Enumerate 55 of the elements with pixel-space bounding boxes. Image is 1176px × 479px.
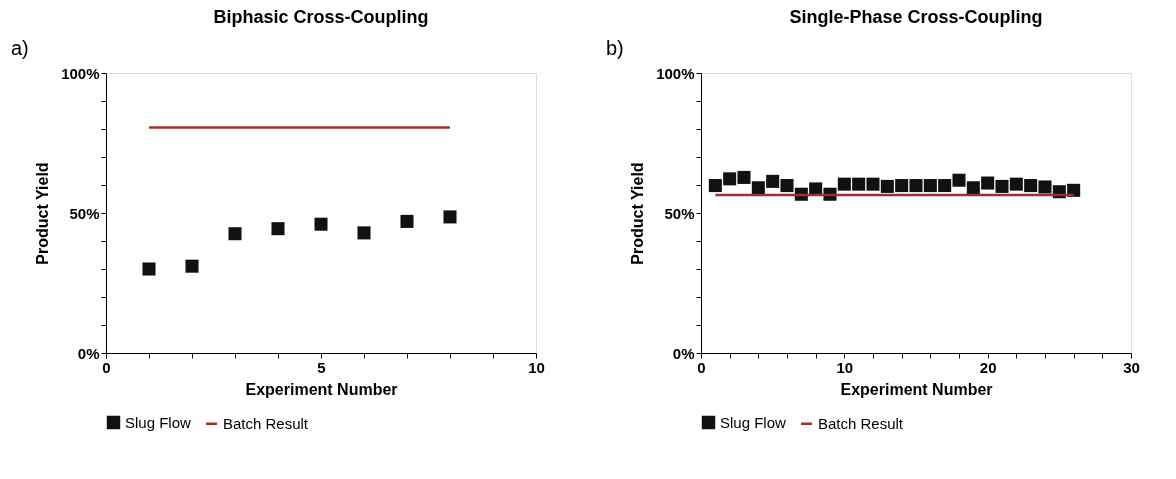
point (271, 222, 285, 236)
point (708, 179, 722, 193)
point (1009, 177, 1023, 191)
legend-label: Slug Flow (125, 413, 192, 431)
point (966, 181, 980, 195)
point (866, 177, 880, 191)
legend-label: Slug Flow (720, 413, 787, 431)
point (938, 179, 952, 193)
y-tick-label: 0% (672, 344, 695, 362)
y-axis-title: Product Yield (629, 162, 647, 265)
x-tick-label: 30 (1123, 358, 1140, 376)
y-tick-label: 100% (61, 64, 100, 82)
point (895, 179, 909, 193)
point (780, 179, 794, 193)
point (981, 176, 995, 190)
point (723, 172, 737, 186)
y-tick-label: 50% (69, 204, 100, 222)
x-tick-label: 0 (697, 358, 706, 376)
point (852, 177, 866, 191)
y-tick-label: 100% (656, 64, 695, 82)
chart-title: Biphasic Cross-Coupling (213, 7, 429, 27)
point (1067, 183, 1081, 197)
point (314, 217, 328, 231)
chart-title: Single-Phase Cross-Coupling (789, 7, 1043, 27)
point (995, 179, 1009, 193)
x-tick-label: 0 (102, 358, 111, 376)
text: a) (11, 37, 29, 59)
x-tick-label: 20 (979, 358, 997, 376)
point (142, 262, 156, 276)
point (751, 181, 765, 195)
point (400, 214, 414, 228)
point (923, 179, 937, 193)
point (1038, 180, 1052, 194)
x-tick-label: 10 (836, 358, 854, 376)
x-tick-label: 10 (528, 358, 545, 376)
point (737, 170, 751, 184)
x-axis-title: Experiment Number (840, 380, 993, 398)
text: b) (606, 37, 624, 59)
x-axis-title: Experiment Number (245, 380, 398, 398)
point (880, 179, 894, 193)
y-axis-title: Product Yield (34, 162, 52, 265)
y-tick-label: 0% (77, 344, 100, 362)
point (228, 227, 242, 241)
y-tick-label: 50% (664, 204, 695, 222)
point (1024, 179, 1038, 193)
point (443, 210, 457, 224)
point (357, 226, 371, 240)
legend-label: Batch Result (818, 414, 904, 432)
point (766, 174, 780, 188)
x-tick-label: 5 (317, 358, 326, 376)
point (837, 177, 851, 191)
legend-label: Batch Result (223, 414, 309, 432)
point (952, 173, 966, 187)
point (185, 259, 199, 273)
point (909, 179, 923, 193)
